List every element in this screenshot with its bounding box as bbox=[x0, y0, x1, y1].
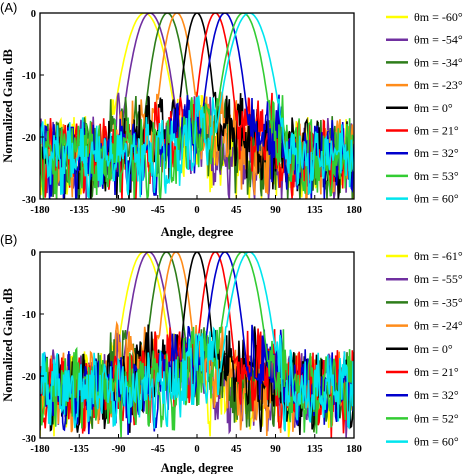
legend-entry: θm = 0° bbox=[414, 101, 453, 115]
legend-entry: θm = -60° bbox=[414, 10, 463, 24]
legend-entry: θm = -34° bbox=[414, 55, 463, 69]
series-line bbox=[40, 252, 354, 432]
y-tick-label: -10 bbox=[22, 71, 36, 82]
legend-entry: θm = -61° bbox=[414, 249, 463, 263]
panel-label: (B) bbox=[0, 232, 17, 247]
x-tick-label: -135 bbox=[70, 205, 89, 216]
series-group bbox=[40, 13, 354, 199]
legend-entry: θm = 21° bbox=[414, 124, 459, 138]
legend-entry: θm = 52° bbox=[414, 411, 459, 425]
y-tick-label: -30 bbox=[22, 195, 36, 206]
y-tick-label: 0 bbox=[31, 9, 36, 20]
y-tick-label: -10 bbox=[22, 310, 36, 321]
legend-entry: θm = 32° bbox=[414, 388, 459, 402]
x-tick-label: -180 bbox=[30, 444, 49, 455]
y-tick-label: -20 bbox=[22, 133, 36, 144]
series-group bbox=[40, 252, 354, 438]
legend-entry: θm = 53° bbox=[414, 169, 459, 183]
x-tick-label: 0 bbox=[194, 205, 199, 216]
y-axis-label: Normalized Gain, dB bbox=[1, 49, 15, 163]
legend-entry: θm = -54° bbox=[414, 33, 463, 47]
series-line bbox=[40, 13, 354, 199]
x-tick-label: 45 bbox=[231, 205, 242, 216]
series-line bbox=[40, 13, 354, 199]
y-tick-label: -20 bbox=[22, 372, 36, 383]
x-tick-label: -45 bbox=[151, 205, 165, 216]
x-tick-label: 0 bbox=[194, 444, 199, 455]
legend-entry: θm = 32° bbox=[414, 146, 459, 160]
y-tick-label: -30 bbox=[22, 434, 36, 445]
legend-entry: θm = -23° bbox=[414, 78, 463, 92]
legend-entry: θm = 60° bbox=[414, 192, 459, 206]
x-tick-label: 90 bbox=[270, 444, 281, 455]
x-tick-label: -45 bbox=[151, 444, 165, 455]
x-tick-label: -90 bbox=[112, 205, 126, 216]
y-axis-label: Normalized Gain, dB bbox=[1, 288, 15, 402]
x-axis-label: Angle, degree bbox=[161, 225, 234, 239]
y-tick-label: 0 bbox=[31, 248, 36, 259]
legend-entry: θm = 60° bbox=[414, 435, 459, 449]
legend-entry: θm = 0° bbox=[414, 342, 453, 356]
x-tick-label: -180 bbox=[30, 205, 49, 216]
legend-entry: θm = -24° bbox=[414, 319, 463, 333]
legend: θm = -61° θm = -55° θm = -35° θm = -24° θm =… bbox=[386, 249, 463, 449]
x-tick-label: -90 bbox=[112, 444, 126, 455]
x-tick-label: 180 bbox=[346, 444, 362, 455]
panel-b: (B) -180 -135 -90 -45 0 45 90 135 180 0 -10 -20 -30 An… bbox=[0, 232, 463, 474]
legend-entry: θm = 21° bbox=[414, 365, 459, 379]
x-tick-label: 135 bbox=[307, 444, 323, 455]
legend: θm = -60° θm = -54° θm = -34° θm = -23° θm =… bbox=[386, 10, 463, 206]
x-tick-label: -135 bbox=[70, 444, 89, 455]
x-axis-label: Angle, degree bbox=[161, 461, 234, 474]
panel-a: (A) -180 -135 -90 -45 0 45 90 135 180 0 -10 -20 -30 An… bbox=[0, 0, 463, 239]
x-tick-label: 180 bbox=[346, 205, 362, 216]
x-tick-label: 90 bbox=[270, 205, 281, 216]
legend-entry: θm = -35° bbox=[414, 295, 463, 309]
x-tick-label: 45 bbox=[231, 444, 242, 455]
x-tick-label: 135 bbox=[307, 205, 323, 216]
panel-label: (A) bbox=[0, 0, 17, 15]
legend-entry: θm = -55° bbox=[414, 272, 463, 286]
